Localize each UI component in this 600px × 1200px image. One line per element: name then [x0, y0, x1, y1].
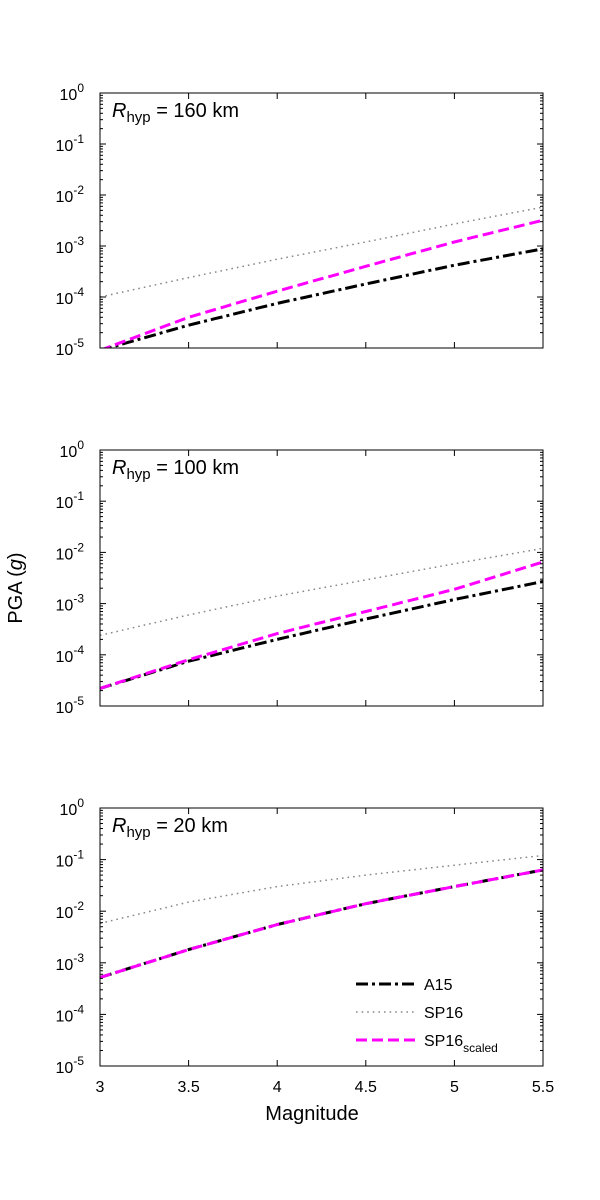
- y-axis-label: PGA (g): [5, 552, 27, 623]
- series-line-sp16: [100, 206, 543, 298]
- legend-label: SP16: [424, 1005, 463, 1022]
- x-tick-label: 4.5: [355, 1079, 377, 1096]
- y-tick-label: 10-5: [56, 694, 85, 717]
- chart-panel-2: 10-5 10-4 10-3 10-2 10-1 100 Rhyp = 100 km: [56, 438, 544, 717]
- y-tick-label: 10-3: [56, 234, 85, 257]
- y-tick-label: 10-1: [56, 132, 85, 155]
- chart-panel-1: 10-5 10-4 10-3 10-2 10-1 100 Rhyp = 160 km: [56, 81, 544, 359]
- panel-annotation: Rhyp = 20 km: [112, 815, 228, 841]
- y-tick-label: 10-5: [56, 336, 85, 359]
- series-line-sp16-scaled: [101, 218, 543, 348]
- legend: A15 SP16 SP16scaled: [356, 977, 498, 1055]
- x-axis-label: Magnitude: [265, 1103, 358, 1125]
- plot-frame: [99, 807, 544, 1067]
- x-tick-label: 5.5: [532, 1079, 554, 1096]
- series-line-a15: [100, 868, 543, 979]
- series-line-sp16-scaled: [100, 868, 543, 979]
- series-line-a15: [100, 580, 543, 690]
- x-tick-label: 3.5: [177, 1079, 199, 1096]
- y-tick-label: 10-2: [56, 899, 85, 922]
- y-tick-label: 100: [60, 796, 85, 819]
- y-tick-label: 10-1: [56, 489, 85, 512]
- y-tick-label: 10-2: [56, 540, 85, 563]
- y-tick-label: 10-3: [56, 592, 85, 615]
- legend-label: A15: [424, 977, 453, 994]
- x-tick-label: 4: [273, 1079, 282, 1096]
- series-line-sp16: [100, 547, 543, 637]
- chart-panel-3: 10-5 10-4 10-3 10-2 10-1 100 3 3.5 4 4.5 5 5.5 Rhyp …: [56, 796, 555, 1096]
- y-tick-label: 10-2: [56, 183, 85, 206]
- plot-frame: [99, 449, 544, 707]
- y-tick-label: 10-4: [56, 285, 85, 308]
- series-line-sp16-scaled: [100, 560, 543, 690]
- panel-annotation: Rhyp = 160 km: [112, 100, 239, 126]
- y-tick-label: 10-3: [56, 951, 85, 974]
- y-tick-label: 10-1: [56, 848, 85, 871]
- panel-annotation: Rhyp = 100 km: [112, 457, 239, 483]
- plot-frame: [99, 92, 544, 349]
- x-tick-label: 5: [450, 1079, 459, 1096]
- legend-label: SP16scaled: [424, 1033, 498, 1055]
- series-line-a15: [102, 247, 543, 348]
- y-tick-label: 100: [60, 438, 85, 461]
- y-tick-label: 10-4: [56, 1002, 85, 1025]
- y-tick-label: 10-4: [56, 643, 85, 666]
- y-tick-label: 100: [60, 81, 85, 104]
- x-tick-label: 3: [96, 1079, 105, 1096]
- y-tick-label: 10-5: [56, 1054, 85, 1077]
